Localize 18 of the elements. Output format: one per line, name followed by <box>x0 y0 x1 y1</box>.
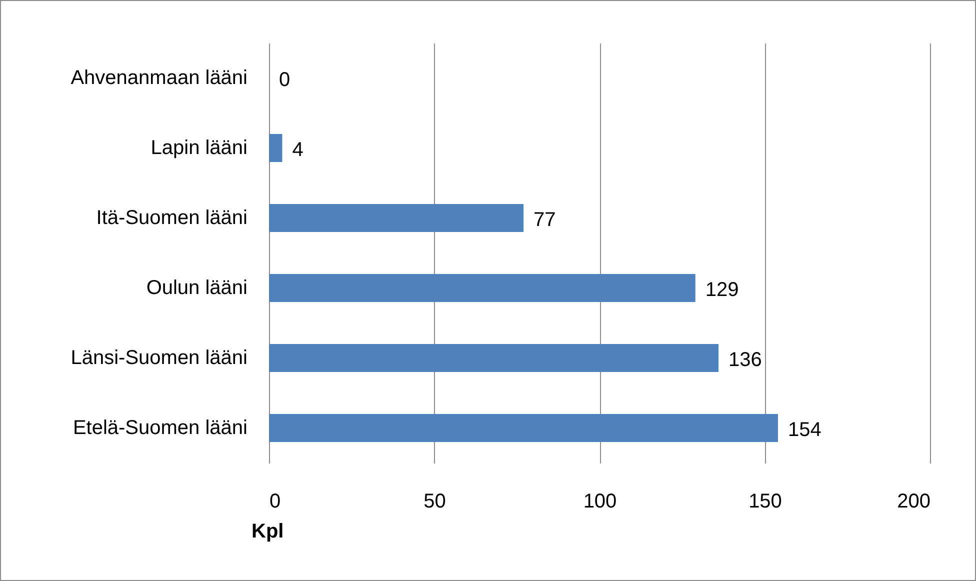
y-tick-label: Ahvenanmaan lääni <box>70 67 248 89</box>
data-label: 77 <box>533 209 556 231</box>
x-tick-label: 200 <box>897 490 930 512</box>
data-label: 4 <box>292 139 304 161</box>
data-label: 136 <box>728 349 762 371</box>
data-label: 0 <box>279 69 290 91</box>
y-tick-label: Etelä-Suomen lääni <box>72 417 248 439</box>
y-tick-label: Lapin lääni <box>150 137 248 159</box>
data-label: 129 <box>705 279 739 301</box>
y-tick-label: Itä-Suomen lääni <box>96 207 248 229</box>
x-tick-label: 150 <box>748 490 782 512</box>
y-tick-label: Länsi-Suomen lääni <box>70 347 248 369</box>
y-tick-label: Oulun lääni <box>146 277 248 299</box>
x-tick-label: 50 <box>424 490 446 512</box>
x-tick-label: 0 <box>270 490 281 512</box>
data-label: 154 <box>788 419 822 441</box>
x-axis-title: Kpl <box>252 520 284 542</box>
x-tick-label: 100 <box>583 490 617 512</box>
